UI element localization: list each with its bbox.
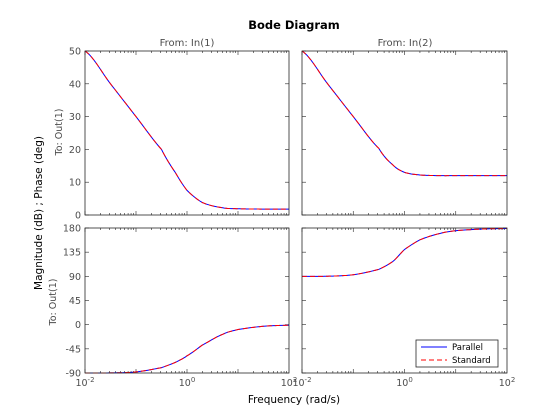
y-tick-label: 0 bbox=[75, 211, 81, 222]
legend: Parallel Standard bbox=[415, 339, 499, 368]
x-tick-exponent: 0 bbox=[408, 376, 412, 384]
x-tick-label: 102 bbox=[499, 376, 516, 389]
legend-label-standard: Standard bbox=[452, 356, 491, 366]
series-line-standard bbox=[84, 50, 289, 210]
y-tick-label: 20 bbox=[69, 145, 81, 156]
series-line-parallel bbox=[302, 228, 508, 277]
x-tick-label: 10-2 bbox=[292, 376, 311, 389]
row-label-magnitude: To: Out(1) bbox=[54, 109, 65, 157]
y-tick-label: 10 bbox=[69, 178, 81, 189]
x-tick-exponent: 2 bbox=[511, 376, 515, 384]
series-line-parallel bbox=[85, 324, 290, 374]
panel-magnitude-in2 bbox=[301, 50, 508, 216]
x-tick-label: 100 bbox=[396, 376, 413, 389]
series-line-parallel bbox=[301, 50, 507, 177]
x-tick-exponent: -2 bbox=[88, 376, 95, 384]
y-tick-label: -45 bbox=[65, 344, 81, 355]
series-line-standard bbox=[85, 324, 290, 374]
col-label-in2: From: In(2) bbox=[378, 38, 433, 49]
y-tick-label: 50 bbox=[69, 47, 81, 58]
legend-label-parallel: Parallel bbox=[452, 343, 483, 353]
axes-frame bbox=[301, 50, 508, 216]
legend-box bbox=[415, 339, 499, 368]
panel-magnitude-in1: 0 10 20 30 40 50 bbox=[69, 47, 290, 222]
y-tick-label: 90 bbox=[69, 272, 81, 283]
series-line-parallel bbox=[84, 50, 289, 210]
row-label-phase: To: Out(1) bbox=[48, 279, 59, 327]
series-line-standard bbox=[302, 228, 508, 277]
x-tick-label: 10-2 bbox=[75, 376, 94, 389]
y-tick-label: 40 bbox=[69, 79, 81, 90]
col-label-in1: From: In(1) bbox=[160, 38, 215, 49]
axes-frame bbox=[84, 50, 290, 216]
y-tick-label: 135 bbox=[63, 248, 81, 259]
figure-title: Bode Diagram bbox=[248, 18, 340, 32]
axes-frame bbox=[301, 227, 508, 374]
x-tick-exponent: -2 bbox=[305, 376, 312, 384]
axes-frame bbox=[84, 227, 290, 374]
x-tick-exponent: 2 bbox=[293, 376, 297, 384]
y-axis-label: Magnitude (dB) ; Phase (deg) bbox=[33, 136, 45, 290]
series-line-standard bbox=[301, 50, 507, 177]
y-tick-label: -90 bbox=[65, 369, 81, 380]
y-tick-label: 0 bbox=[75, 320, 81, 331]
x-axis-label: Frequency (rad/s) bbox=[248, 394, 340, 406]
y-tick-label: 45 bbox=[69, 296, 81, 307]
x-tick-exponent: 0 bbox=[191, 376, 195, 384]
x-tick-label: 100 bbox=[179, 376, 196, 389]
y-tick-label: 180 bbox=[63, 224, 81, 235]
y-tick-label: 30 bbox=[69, 112, 81, 123]
